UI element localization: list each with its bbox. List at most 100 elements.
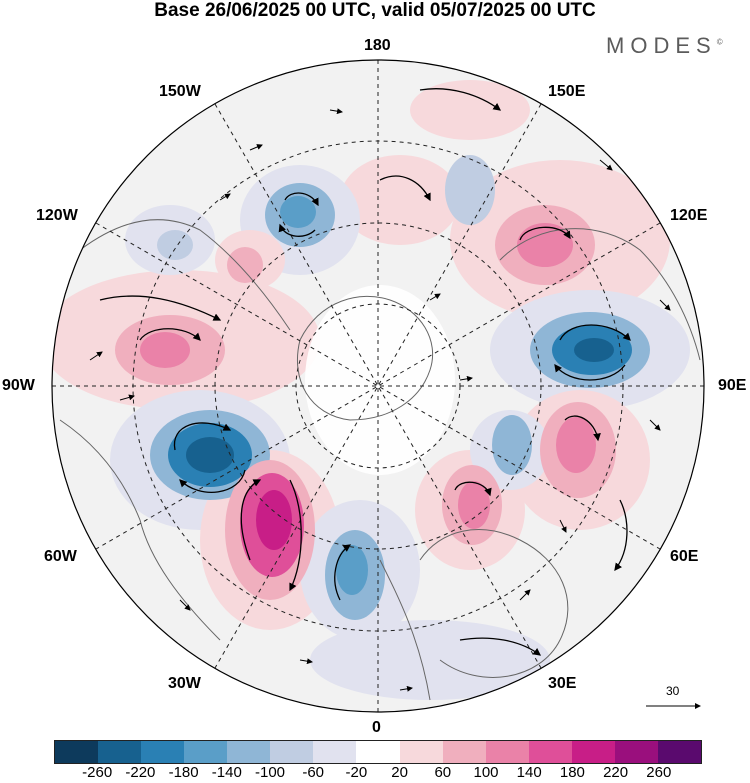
wind-streamline xyxy=(564,415,601,442)
polar-neutral-zone xyxy=(305,285,455,475)
colorbar-tick-label: -20 xyxy=(345,764,368,781)
anomaly-field xyxy=(410,80,530,140)
colorbar-tick-label: 100 xyxy=(473,764,499,781)
colorbar-tick-label: 220 xyxy=(603,764,629,781)
wind-vector xyxy=(89,351,103,361)
colorbar-swatch xyxy=(442,741,486,763)
colorbar-swatch xyxy=(98,741,142,763)
anomaly-core xyxy=(556,417,596,473)
wind-vector xyxy=(119,394,135,401)
colorbar-swatch xyxy=(227,741,271,763)
wind-streamline xyxy=(559,324,631,341)
colorbar-swatch xyxy=(657,741,701,763)
colorbar-tick-label: -260 xyxy=(82,764,113,781)
wind-streamline xyxy=(240,479,262,561)
colorbar-swatch xyxy=(55,741,99,763)
anomaly-core xyxy=(574,338,614,362)
wind-streamline xyxy=(278,223,316,237)
wind-streamline xyxy=(179,469,246,493)
colorbar-tick-label: 180 xyxy=(559,764,585,781)
colorbar-tick-label: 140 xyxy=(516,764,542,781)
wind-vector xyxy=(399,685,413,692)
anomaly-core xyxy=(280,196,316,228)
colorbar-swatch xyxy=(356,741,400,763)
map-boundary xyxy=(51,59,705,713)
anomaly-core xyxy=(458,481,490,529)
colorbar-swatch xyxy=(571,741,615,763)
coastline xyxy=(499,228,701,361)
wind-streamline xyxy=(139,328,201,341)
anomaly-field xyxy=(310,620,550,700)
colorbar-swatch xyxy=(614,741,658,763)
coastline xyxy=(419,529,569,678)
anomaly-core xyxy=(445,155,495,225)
wind-vector xyxy=(299,658,313,665)
coastline xyxy=(79,219,291,331)
colorbar-labels: -260 -220 -180 -140 -100 -60 -20 20 60 100 140 180 2… xyxy=(0,764,750,783)
vector-scale-label: 30 xyxy=(666,684,680,698)
wind-streamline xyxy=(459,637,542,656)
colorbar-tick-label: 260 xyxy=(646,764,672,781)
colorbar-tick-label: 60 xyxy=(434,764,452,781)
wind-vector xyxy=(659,299,671,311)
label-150e: 150E xyxy=(548,83,586,100)
label-120w: 120W xyxy=(36,207,78,224)
label-0: 0 xyxy=(372,719,381,736)
label-60e: 60E xyxy=(670,548,699,565)
colorbar xyxy=(54,740,702,764)
label-30e: 30E xyxy=(548,675,577,692)
wind-vector xyxy=(179,599,191,611)
colorbar-tick-label: -60 xyxy=(302,764,325,781)
label-90w: 90W xyxy=(2,377,35,394)
label-120e: 120E xyxy=(670,207,708,224)
label-60w: 60W xyxy=(44,548,77,565)
coastline xyxy=(379,559,431,701)
modes-logo: MODES© xyxy=(606,33,723,59)
label-180: 180 xyxy=(364,37,391,54)
wind-vector xyxy=(219,193,231,201)
wind-streamline xyxy=(334,544,352,601)
coastline xyxy=(296,295,434,421)
logo-mark: © xyxy=(716,37,723,47)
colorbar-swatch xyxy=(270,741,314,763)
colorbar-swatch xyxy=(399,741,443,763)
colorbar-tick-label: 20 xyxy=(391,764,408,781)
colorbar-swatch xyxy=(184,741,228,763)
wind-vector xyxy=(519,589,531,601)
wind-vector xyxy=(559,519,567,533)
wind-vector xyxy=(649,419,661,431)
anomaly-core xyxy=(227,247,263,283)
wind-streamline xyxy=(419,88,502,111)
wind-streamline xyxy=(289,479,302,592)
colorbar-swatch xyxy=(141,741,185,763)
colorbar-tick-label: -180 xyxy=(168,764,199,781)
colorbar-tick-label: -100 xyxy=(254,764,286,781)
colorbar-tick-label: -140 xyxy=(211,764,242,781)
anomaly-field xyxy=(340,155,460,245)
colorbar-swatch xyxy=(528,741,572,763)
wind-vector xyxy=(429,293,441,301)
anomaly-core xyxy=(256,490,292,550)
wind-streamline xyxy=(284,192,319,207)
map-title: Base 26/06/2025 00 UTC, valid 05/07/2025… xyxy=(154,0,596,21)
anomaly-core xyxy=(336,545,368,595)
wind-vector xyxy=(249,144,263,151)
anomaly-core xyxy=(517,223,573,267)
wind-streamline xyxy=(554,363,626,381)
anomaly-core xyxy=(492,415,532,475)
colorbar-swatch xyxy=(313,741,357,763)
wind-streamline xyxy=(614,499,628,572)
wind-vector xyxy=(599,159,613,171)
anomaly-core xyxy=(157,230,193,260)
label-30w: 30W xyxy=(168,675,201,692)
wind-streamline xyxy=(454,481,492,497)
wind-streamline xyxy=(173,422,232,451)
colorbar-tick-label: -220 xyxy=(125,764,156,781)
logo-text: MODES xyxy=(606,33,717,58)
label-150w: 150W xyxy=(159,83,201,100)
label-90e: 90E xyxy=(718,377,747,394)
wind-vector xyxy=(329,108,343,115)
colorbar-swatch xyxy=(485,741,529,763)
wind-streamline xyxy=(99,295,222,321)
